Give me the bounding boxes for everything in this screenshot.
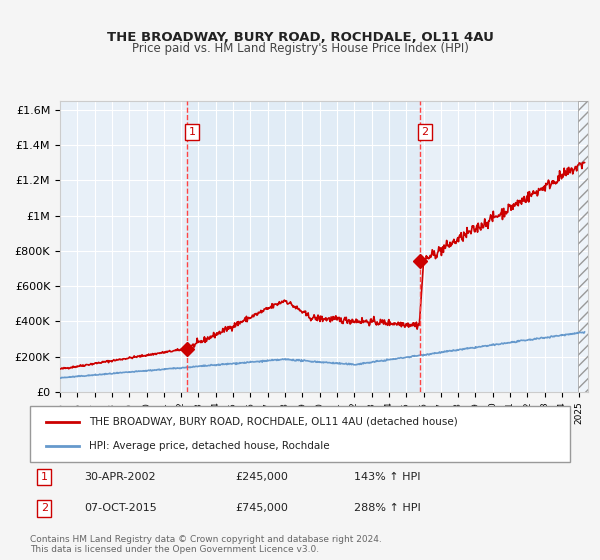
Text: HPI: Average price, detached house, Rochdale: HPI: Average price, detached house, Roch… xyxy=(89,441,330,451)
Text: THE BROADWAY, BURY ROAD, ROCHDALE, OL11 4AU (detached house): THE BROADWAY, BURY ROAD, ROCHDALE, OL11 … xyxy=(89,417,458,427)
Text: £245,000: £245,000 xyxy=(235,472,288,482)
Text: 07-OCT-2015: 07-OCT-2015 xyxy=(84,503,157,514)
Text: 2: 2 xyxy=(421,127,428,137)
Text: Contains HM Land Registry data © Crown copyright and database right 2024.
This d: Contains HM Land Registry data © Crown c… xyxy=(30,535,382,554)
Text: 143% ↑ HPI: 143% ↑ HPI xyxy=(354,472,421,482)
Bar xyxy=(578,101,588,392)
FancyBboxPatch shape xyxy=(30,406,570,462)
Text: 1: 1 xyxy=(188,127,196,137)
Text: THE BROADWAY, BURY ROAD, ROCHDALE, OL11 4AU: THE BROADWAY, BURY ROAD, ROCHDALE, OL11 … xyxy=(107,31,493,44)
Text: 2: 2 xyxy=(41,503,48,514)
Text: Price paid vs. HM Land Registry's House Price Index (HPI): Price paid vs. HM Land Registry's House … xyxy=(131,42,469,55)
Bar xyxy=(187,101,419,392)
Text: 288% ↑ HPI: 288% ↑ HPI xyxy=(354,503,421,514)
Text: £745,000: £745,000 xyxy=(235,503,288,514)
Bar xyxy=(578,101,588,392)
Text: 1: 1 xyxy=(41,472,48,482)
Text: 30-APR-2002: 30-APR-2002 xyxy=(84,472,155,482)
